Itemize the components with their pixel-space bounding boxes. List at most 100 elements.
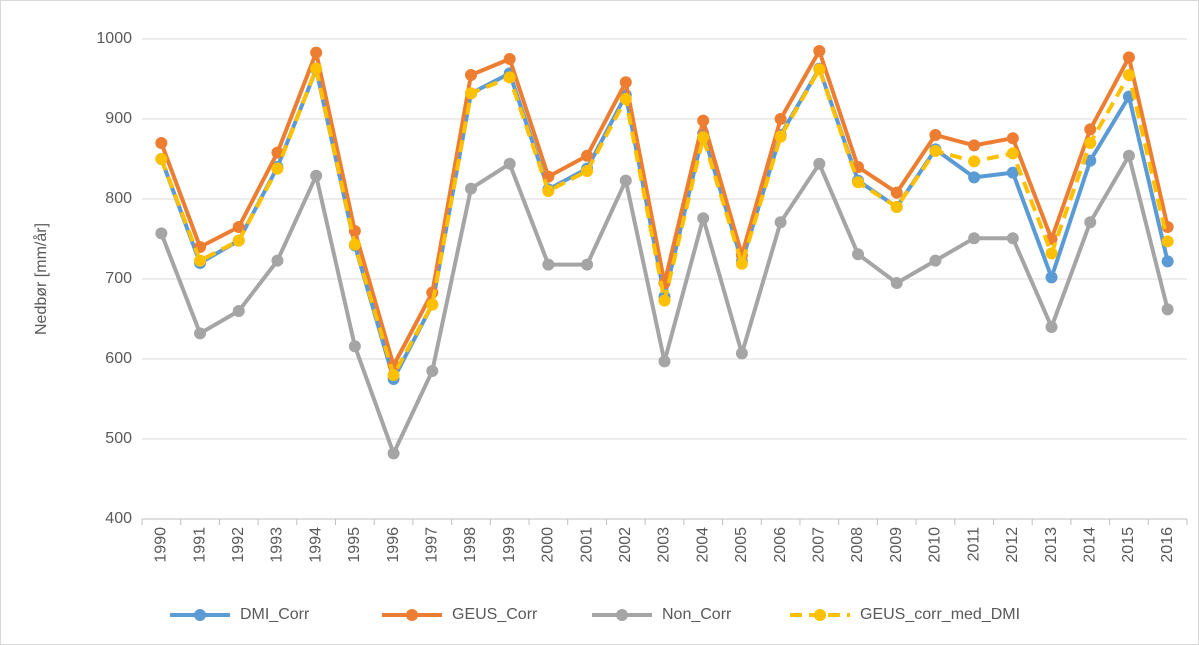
x-tick-label: 1993 xyxy=(269,527,286,563)
legend-marker xyxy=(406,609,418,621)
data-point xyxy=(271,254,284,267)
legend-label: GEUS_Corr xyxy=(452,606,538,623)
x-tick-label: 2000 xyxy=(540,527,557,563)
x-tick-label: 2014 xyxy=(1081,527,1098,563)
data-point xyxy=(890,201,903,213)
data-point xyxy=(929,145,942,157)
x-tick-label: 2010 xyxy=(927,527,944,563)
legend-marker xyxy=(194,609,206,621)
legend-label: DMI_Corr xyxy=(240,606,310,623)
data-point xyxy=(852,176,865,189)
x-tick-label: 2006 xyxy=(772,527,789,563)
x-tick-label: 2012 xyxy=(1004,527,1021,563)
x-tick-label: 2003 xyxy=(656,527,673,563)
data-point xyxy=(464,87,477,100)
data-point xyxy=(310,62,323,75)
x-tick-label: 1998 xyxy=(462,527,479,563)
data-point xyxy=(697,114,710,127)
data-point xyxy=(968,155,981,168)
data-point xyxy=(271,162,284,175)
data-point xyxy=(542,258,555,271)
legend-label: Non_Corr xyxy=(662,606,732,623)
x-tick-label: 2005 xyxy=(733,527,750,563)
y-axis-label: Nedbør [mm/år] xyxy=(32,223,50,335)
data-point xyxy=(1161,255,1174,268)
y-tick-label: 900 xyxy=(105,110,132,127)
data-point xyxy=(581,258,594,271)
data-point xyxy=(774,130,787,143)
x-tick-label: 1991 xyxy=(191,527,208,563)
data-point xyxy=(1084,123,1097,136)
data-point xyxy=(1006,132,1019,145)
data-point xyxy=(813,157,826,170)
data-point xyxy=(619,174,632,187)
data-point xyxy=(619,76,632,89)
data-point xyxy=(310,169,323,182)
y-tick-label: 600 xyxy=(105,350,132,367)
data-point xyxy=(813,63,826,76)
x-tick-label: 1999 xyxy=(501,527,518,563)
data-point xyxy=(1006,232,1019,245)
y-tick-label: 1000 xyxy=(96,30,132,47)
data-point xyxy=(310,46,323,59)
data-point xyxy=(503,53,516,65)
data-point xyxy=(774,113,787,125)
data-point xyxy=(1006,166,1019,179)
data-point xyxy=(503,157,516,170)
data-point xyxy=(194,327,207,340)
legend-label: GEUS_corr_med_DMI xyxy=(860,606,1020,623)
data-point xyxy=(735,347,748,360)
data-point xyxy=(1161,235,1174,248)
data-point xyxy=(1122,69,1135,81)
legend-marker xyxy=(616,609,628,621)
data-point xyxy=(348,238,361,251)
data-point xyxy=(1045,247,1058,260)
x-tick-label: 2007 xyxy=(811,527,828,563)
data-point xyxy=(890,186,903,199)
x-tick-label: 2013 xyxy=(1043,527,1060,563)
data-point xyxy=(232,234,245,247)
x-tick-label: 2001 xyxy=(578,527,595,563)
data-point xyxy=(697,212,710,225)
data-point xyxy=(387,447,400,460)
data-point xyxy=(232,305,245,317)
data-point xyxy=(1006,147,1019,160)
data-point xyxy=(1161,303,1174,316)
x-tick-label: 1996 xyxy=(385,527,402,563)
data-point xyxy=(581,165,594,177)
data-point xyxy=(929,129,942,141)
x-tick-label: 2008 xyxy=(849,527,866,563)
data-point xyxy=(929,254,942,267)
data-point xyxy=(968,232,981,245)
data-point xyxy=(348,340,361,353)
data-point xyxy=(464,182,477,195)
data-point xyxy=(155,227,168,240)
data-point xyxy=(697,131,710,144)
data-point xyxy=(1084,216,1097,229)
y-tick-label: 800 xyxy=(105,190,132,207)
data-point xyxy=(658,294,671,307)
data-point xyxy=(658,355,671,368)
x-tick-label: 1995 xyxy=(346,527,363,563)
data-point xyxy=(155,153,168,165)
data-point xyxy=(1045,271,1058,284)
x-tick-label: 2009 xyxy=(888,527,905,563)
data-point xyxy=(1122,51,1135,64)
data-point xyxy=(464,69,477,81)
x-tick-label: 1997 xyxy=(423,527,440,563)
data-point xyxy=(503,71,516,84)
data-point xyxy=(852,248,865,261)
y-tick-label: 700 xyxy=(105,270,132,287)
x-tick-label: 2011 xyxy=(965,527,982,562)
data-point xyxy=(155,137,168,149)
data-point xyxy=(387,369,400,381)
legend-marker xyxy=(814,609,826,621)
data-point xyxy=(194,254,207,267)
data-point xyxy=(890,277,903,289)
data-point xyxy=(542,185,555,197)
data-point xyxy=(735,257,748,270)
y-tick-label: 500 xyxy=(105,430,132,447)
data-point xyxy=(968,171,981,184)
